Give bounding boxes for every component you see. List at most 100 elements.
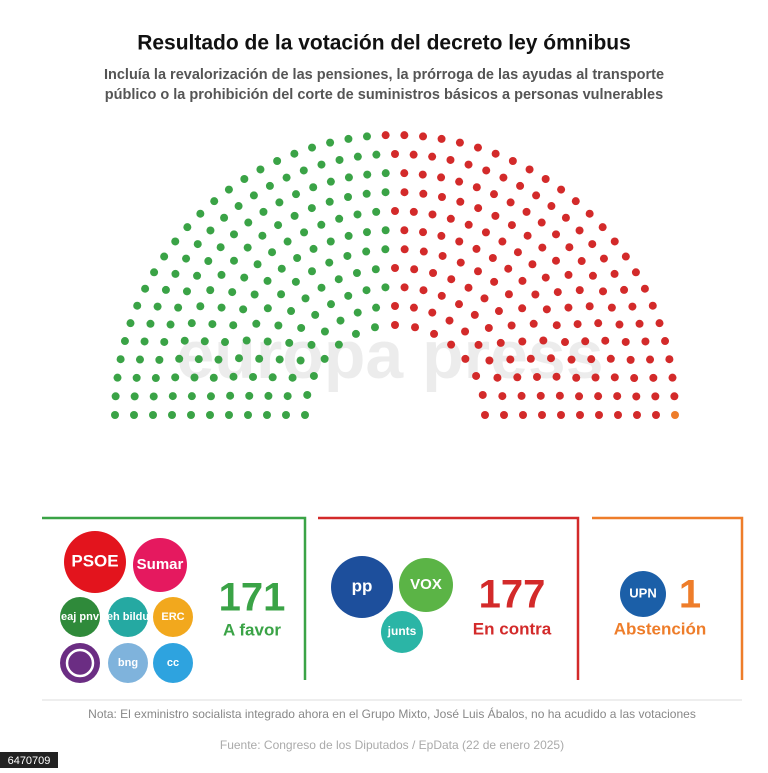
party-logo (153, 597, 193, 637)
seat (594, 319, 603, 328)
seat (419, 132, 428, 141)
seat (445, 316, 454, 325)
seat (216, 243, 225, 252)
seat (489, 190, 498, 199)
seat (577, 257, 586, 266)
seat (391, 302, 399, 310)
seat (665, 355, 674, 364)
seat (516, 181, 525, 190)
seat (352, 269, 361, 278)
seat (649, 373, 658, 382)
seat (220, 338, 229, 347)
seat (140, 337, 149, 346)
seat (565, 243, 574, 252)
seat (193, 240, 202, 249)
seat (381, 131, 390, 140)
seat (400, 169, 409, 178)
seat (561, 213, 570, 222)
seat (308, 267, 316, 276)
seat (506, 355, 515, 364)
seat (528, 260, 537, 269)
seat (196, 209, 205, 218)
seat (296, 356, 305, 365)
seat (210, 197, 219, 206)
seat (273, 157, 282, 166)
seat (595, 411, 603, 419)
party-logo (108, 643, 148, 683)
seat (381, 245, 390, 254)
seat (493, 373, 502, 382)
seat (536, 391, 545, 400)
seat (588, 271, 597, 280)
seat (217, 303, 226, 312)
seat (671, 411, 679, 419)
seat (538, 243, 547, 252)
seat (171, 373, 180, 382)
seat (641, 337, 650, 346)
seat (344, 291, 353, 300)
seat (275, 198, 284, 207)
seat (263, 411, 271, 419)
seat (204, 257, 213, 266)
seat (507, 221, 516, 230)
seat (553, 288, 562, 297)
seat (111, 392, 120, 401)
seat (275, 355, 284, 364)
party-name: UPN (629, 585, 656, 600)
seat (288, 373, 297, 382)
seat (297, 323, 306, 332)
seat (481, 411, 489, 419)
seat (263, 304, 272, 313)
seat (655, 319, 664, 328)
seat (437, 193, 446, 202)
seat (630, 374, 639, 383)
seat (526, 354, 535, 363)
seat (610, 237, 619, 246)
seat (517, 391, 526, 400)
seat (484, 323, 493, 332)
party-logo (108, 597, 148, 637)
seat (344, 193, 353, 202)
seat (564, 270, 573, 279)
seat (428, 308, 437, 317)
subtitle: público o la prohibición del corte de su… (105, 87, 663, 103)
seat (573, 320, 582, 329)
seat (168, 392, 177, 401)
seat (539, 336, 548, 345)
seat (381, 169, 390, 178)
seat (661, 337, 670, 346)
seat (317, 283, 326, 292)
seat (381, 226, 390, 235)
seat (480, 294, 489, 303)
seat (652, 411, 660, 419)
seat (410, 265, 419, 274)
seat (419, 189, 428, 198)
seat (171, 269, 180, 278)
seat (277, 290, 286, 299)
seat (552, 321, 561, 330)
party-name: cc (167, 657, 179, 669)
panel-border (318, 516, 580, 680)
seat (599, 254, 608, 263)
seat (513, 248, 522, 257)
seat (309, 244, 318, 253)
seat (474, 204, 483, 213)
seat (606, 354, 615, 363)
seat (464, 160, 473, 169)
seat (174, 303, 183, 312)
seat (485, 356, 494, 365)
seat (447, 340, 456, 349)
seat (175, 354, 184, 363)
seat (334, 275, 343, 284)
seat (151, 374, 160, 383)
seat (130, 392, 139, 401)
seat (299, 166, 308, 175)
party-ring (65, 648, 95, 678)
party-logo (64, 531, 126, 593)
seat (635, 319, 644, 328)
seat (362, 132, 371, 141)
seat (274, 321, 283, 330)
seat (187, 319, 196, 328)
seat (206, 226, 215, 235)
